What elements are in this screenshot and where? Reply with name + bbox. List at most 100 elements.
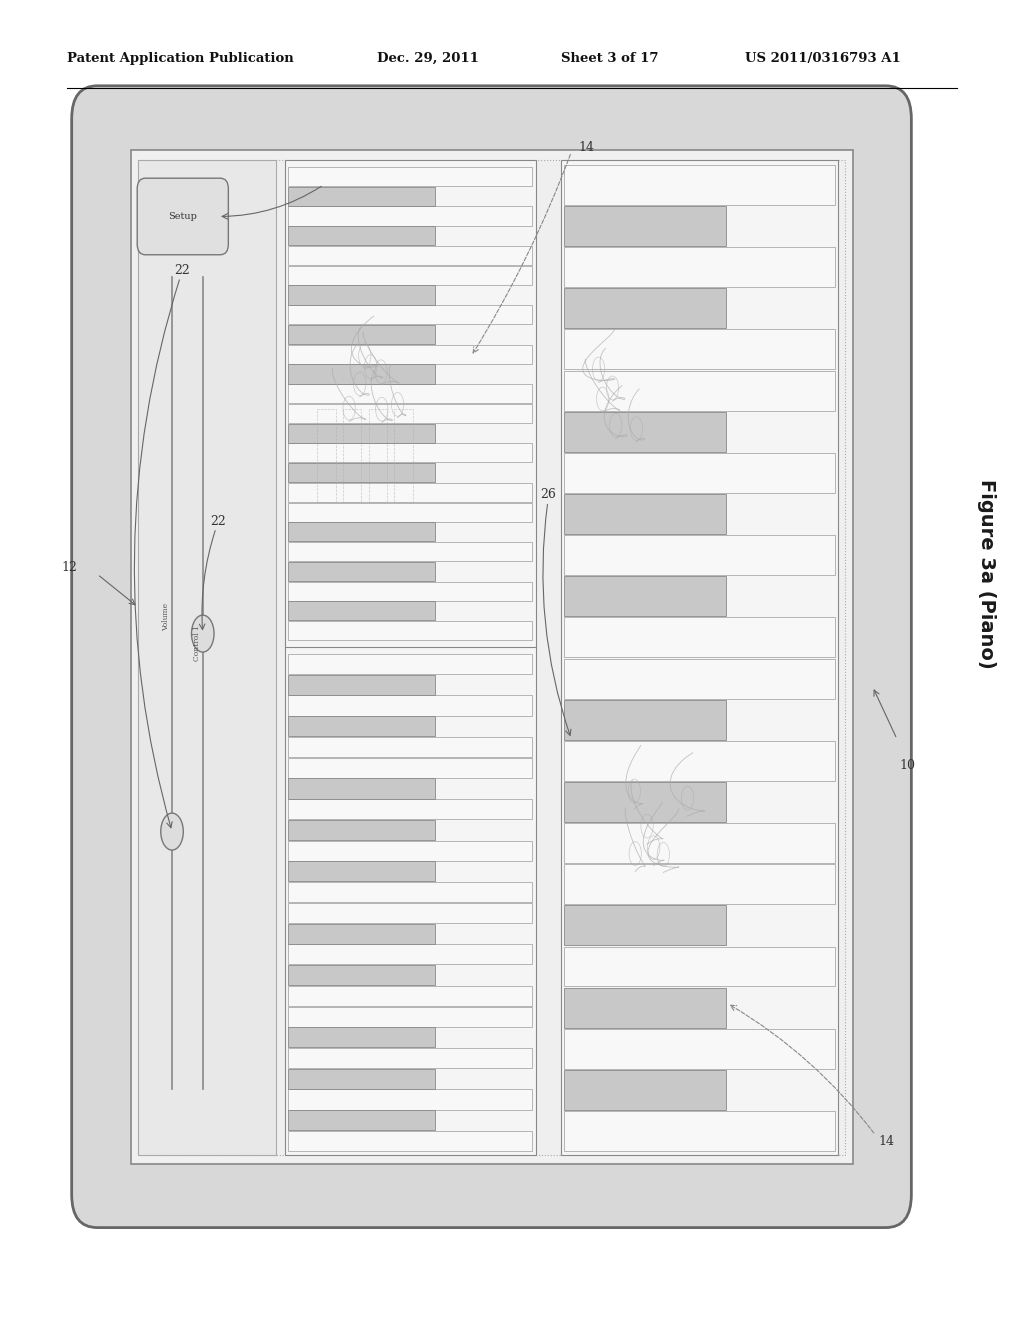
Text: 22: 22	[210, 515, 225, 528]
Bar	[288, 543, 532, 561]
Bar	[288, 483, 532, 502]
Bar	[317, 409, 336, 502]
Bar	[288, 325, 434, 345]
Bar	[564, 659, 835, 698]
Bar	[564, 577, 726, 616]
Bar	[564, 781, 726, 822]
Bar	[288, 841, 532, 861]
Bar	[288, 1110, 434, 1130]
Bar	[564, 494, 726, 533]
Bar	[288, 717, 434, 737]
Bar	[564, 946, 835, 986]
Bar	[288, 285, 434, 305]
Bar	[369, 409, 387, 502]
Bar	[564, 330, 835, 370]
Bar	[288, 779, 434, 799]
Bar	[288, 503, 532, 521]
Text: 12: 12	[61, 561, 78, 574]
Bar	[288, 1131, 532, 1151]
Bar	[564, 165, 835, 205]
Bar	[288, 523, 434, 541]
Bar	[288, 820, 434, 840]
Text: 14: 14	[879, 1135, 895, 1148]
Bar	[564, 1111, 835, 1151]
Bar	[288, 799, 532, 820]
Bar	[564, 206, 726, 246]
Bar	[138, 160, 276, 1155]
Text: Dec. 29, 2011: Dec. 29, 2011	[377, 51, 478, 65]
Bar	[288, 862, 434, 882]
Bar	[564, 535, 835, 576]
Bar	[138, 160, 845, 1155]
FancyBboxPatch shape	[72, 86, 911, 1228]
Bar	[288, 696, 532, 715]
Bar	[343, 409, 361, 502]
Bar	[564, 453, 835, 492]
Bar	[288, 364, 434, 384]
Bar	[288, 345, 532, 364]
Bar	[288, 226, 434, 246]
Bar	[288, 166, 532, 186]
Bar	[564, 412, 726, 451]
Bar	[288, 582, 532, 601]
Bar	[288, 444, 532, 462]
Bar	[288, 758, 532, 777]
Bar	[288, 882, 532, 903]
Bar	[288, 944, 532, 965]
Bar	[564, 288, 726, 329]
Bar	[564, 618, 835, 657]
Bar	[564, 1028, 835, 1069]
Bar	[564, 906, 726, 945]
Bar	[288, 562, 434, 581]
Bar	[288, 737, 532, 758]
Text: US 2011/0316793 A1: US 2011/0316793 A1	[745, 51, 901, 65]
Bar	[288, 186, 434, 206]
Text: 22: 22	[174, 264, 189, 277]
Bar	[564, 247, 835, 288]
Ellipse shape	[191, 615, 214, 652]
Text: Figure 3a (Piano): Figure 3a (Piano)	[977, 479, 995, 669]
Bar	[288, 965, 434, 985]
Bar	[288, 305, 532, 325]
Bar	[288, 1007, 532, 1027]
Bar	[564, 987, 726, 1027]
Bar	[288, 602, 434, 620]
Bar	[288, 1089, 532, 1110]
Bar	[288, 675, 434, 694]
Bar	[288, 1048, 532, 1068]
Bar	[288, 206, 532, 226]
Bar	[394, 409, 413, 502]
Bar	[288, 424, 434, 442]
Bar	[131, 150, 853, 1164]
Bar	[564, 700, 726, 739]
Text: 10: 10	[899, 759, 915, 772]
Bar	[285, 160, 536, 1155]
Text: Sheet 3 of 17: Sheet 3 of 17	[561, 51, 658, 65]
Bar	[561, 160, 838, 1155]
Bar	[564, 1071, 726, 1110]
Bar	[288, 924, 434, 944]
FancyBboxPatch shape	[137, 178, 228, 255]
Text: Setup: Setup	[168, 213, 198, 220]
Bar	[288, 265, 532, 285]
Bar	[288, 653, 532, 675]
Bar	[288, 620, 532, 640]
Text: Patent Application Publication: Patent Application Publication	[67, 51, 293, 65]
Bar	[288, 384, 532, 404]
Bar	[288, 903, 532, 923]
Text: 24: 24	[328, 176, 344, 189]
Bar	[288, 246, 532, 265]
Bar	[288, 463, 434, 482]
Bar	[564, 741, 835, 780]
Text: Volume: Volume	[162, 603, 170, 631]
Text: 14: 14	[579, 141, 595, 154]
Bar	[564, 371, 835, 411]
Ellipse shape	[161, 813, 183, 850]
Bar	[564, 824, 835, 863]
Bar	[288, 1069, 434, 1089]
Bar	[288, 986, 532, 1006]
Bar	[564, 865, 835, 904]
Bar	[288, 404, 532, 422]
Bar	[288, 1027, 434, 1047]
Text: Control 1: Control 1	[193, 626, 201, 661]
